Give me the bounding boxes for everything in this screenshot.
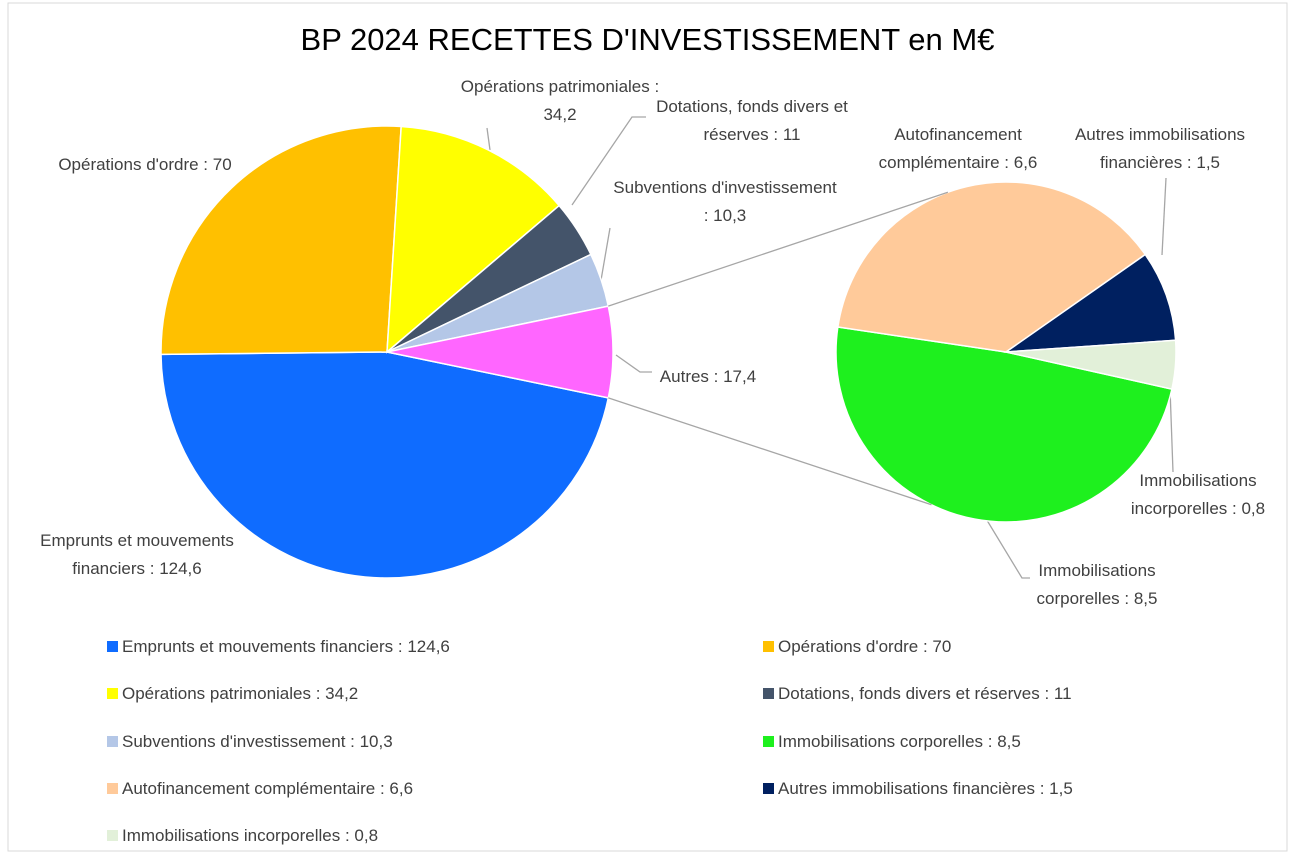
legend-swatch (107, 735, 118, 747)
connector-line (608, 397, 932, 506)
data-label: Immobilisations incorporelles : 0,8 (1130, 471, 1266, 518)
legend-swatch (763, 735, 774, 747)
pie-slice (1005, 339, 1177, 390)
pie-slice (160, 351, 610, 579)
legend-item: Emprunts et mouvements financiers : 124,… (107, 637, 450, 657)
legend-item: Subventions d'investissement : 10,3 (107, 732, 393, 752)
legend-swatch (107, 688, 118, 700)
legend-swatch (763, 688, 774, 700)
legend-swatch (763, 641, 774, 652)
legend-label: Immobilisations corporelles : 8,5 (778, 731, 1021, 751)
legend-label: Opérations patrimoniales : 34,2 (122, 684, 359, 704)
leader-line (571, 116, 646, 206)
legend-label: Dotations, fonds divers et réserves : 11 (778, 684, 1072, 704)
legend-item: Opérations d'ordre : 70 (763, 637, 951, 657)
data-label: Autofinancement complémentaire : 6,6 (878, 125, 1038, 172)
leader-line (599, 227, 611, 287)
data-label: Dotations, fonds divers et réserves : 11 (656, 97, 848, 144)
data-label: Autres immobilisations financières : 1,5 (1074, 125, 1246, 172)
leader-line (615, 354, 652, 373)
data-label: Autres : 17,4 (659, 367, 757, 386)
leader-line (1161, 177, 1167, 256)
data-label: Immobilisations corporelles : 8,5 (1036, 561, 1158, 608)
leader-line (984, 516, 1030, 579)
chart-border (7, 2, 1288, 852)
pie-slice (386, 305, 614, 399)
pie-slice (386, 125, 561, 354)
legend-swatch (763, 782, 774, 794)
legend-item: Opérations patrimoniales : 34,2 (107, 684, 358, 704)
pie-slice (836, 181, 1147, 353)
legend-label: Emprunts et mouvements financiers : 124,… (122, 637, 450, 656)
pie-slice (160, 125, 402, 356)
data-label: Subventions d'investissement : 10,3 (613, 178, 837, 225)
legend-item: Immobilisations incorporelles : 0,8 (107, 826, 378, 846)
legend-label: Autres immobilisations financières : 1,5 (778, 778, 1073, 798)
pie-slice (1003, 253, 1177, 353)
legend-label: Subventions d'investissement : 10,3 (122, 731, 393, 751)
legend-label: Autofinancement complémentaire : 6,6 (122, 778, 414, 798)
legend-item: Dotations, fonds divers et réserves : 11 (763, 684, 1072, 704)
leader-line (486, 127, 491, 151)
pie-slice (835, 326, 1173, 523)
legend-item: Autres immobilisations financières : 1,5 (763, 779, 1073, 799)
legend-item: Autofinancement complémentaire : 6,6 (107, 779, 413, 799)
legend-label: Immobilisations incorporelles : 0,8 (122, 826, 379, 846)
legend-item: Immobilisations corporelles : 8,5 (763, 732, 1021, 752)
data-label: Opérations d'ordre : 70 (58, 155, 232, 174)
legend-swatch (107, 782, 118, 794)
connector-line (608, 191, 949, 307)
legend-label: Opérations d'ordre : 70 (778, 637, 952, 656)
chart-title: BP 2024 RECETTES D'INVESTISSEMENT en M€ (300, 22, 995, 57)
legend-swatch (107, 830, 118, 842)
leader-line (1169, 387, 1174, 473)
leader-lines (486, 116, 1174, 579)
legend-swatch (107, 641, 118, 652)
data-label: Emprunts et mouvements financiers : 124,… (40, 531, 234, 578)
data-label: Opérations patrimoniales : 34,2 (460, 77, 660, 124)
